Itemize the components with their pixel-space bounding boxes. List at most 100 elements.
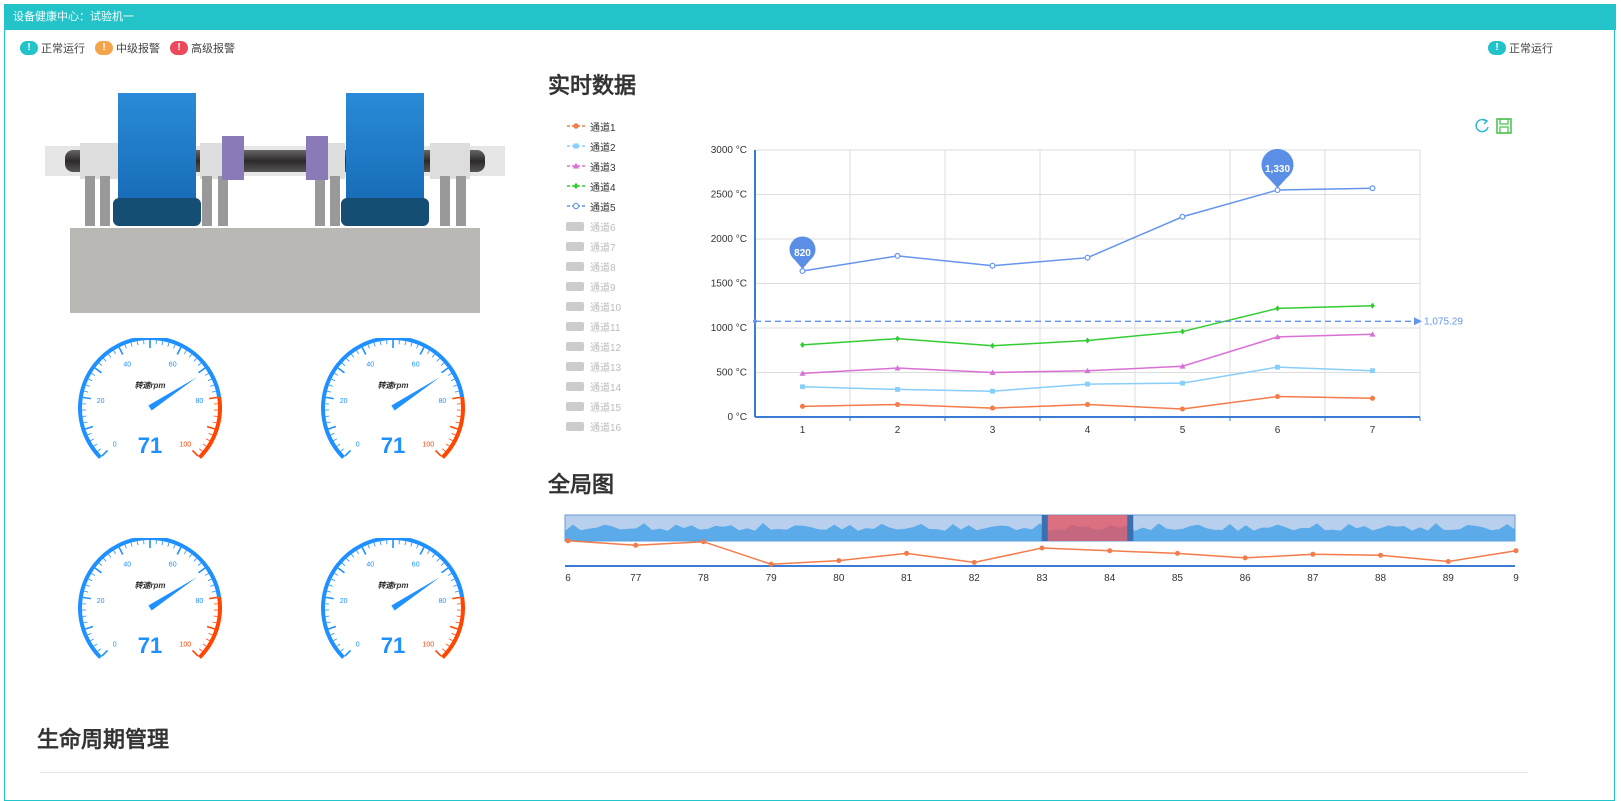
legend-item-disabled[interactable]: 通道15 [566, 396, 621, 416]
legend-item[interactable]: 通道2 [566, 136, 621, 156]
gauge-tick [451, 433, 456, 436]
gauge-value: 71 [381, 633, 405, 658]
legend-item-disabled[interactable]: 通道16 [566, 416, 621, 436]
gauge-tick [84, 390, 89, 393]
gauge-tick-label: 0 [113, 641, 117, 648]
overview-data-point [1310, 551, 1316, 557]
gauge-tick [330, 633, 335, 636]
gauge-tick [328, 625, 337, 630]
gauge-tick [212, 621, 217, 624]
gauge-tick [346, 358, 350, 362]
gauge-tick [85, 425, 94, 430]
y-tick-label: 0 °C [727, 412, 747, 423]
gauge-tick [94, 367, 102, 374]
overview-x-tick-label: 85 [1172, 573, 1184, 584]
x-tick-label: 4 [1085, 425, 1091, 436]
legend-item[interactable]: 通道1 [566, 116, 621, 136]
refresh-icon[interactable] [1475, 118, 1489, 133]
speed-gauge-3: 0 20 40 60 80 100 转速rpm 71 [78, 538, 222, 659]
legend-item-disabled[interactable]: 通道14 [566, 376, 621, 396]
gauge-tick-label: 20 [340, 398, 348, 405]
legend-item-disabled[interactable]: 通道9 [566, 276, 621, 296]
save-icon[interactable] [1496, 118, 1512, 134]
legend-item-disabled[interactable]: 通道12 [566, 336, 621, 356]
overview-data-point [565, 538, 571, 544]
gauge-tick [361, 547, 367, 555]
gauge-tick [91, 573, 96, 576]
legend-label: 通道14 [590, 382, 622, 394]
gauge-tick [447, 373, 452, 376]
gauge-tick [88, 378, 93, 382]
gauge-label: 转速rpm [377, 381, 408, 390]
legend-item[interactable]: 通道4 [566, 176, 621, 196]
gauge-tick [337, 367, 345, 374]
gauge-tick [436, 358, 440, 362]
overview-x-tick-label: 78 [698, 573, 710, 584]
overview-x-tick-label: 89 [1443, 573, 1455, 584]
gauge-tick [97, 448, 101, 452]
gauge-tick-label: 40 [366, 361, 374, 368]
gauge-tick-label: 0 [356, 441, 360, 448]
gauge-tick [328, 384, 333, 387]
data-point [1180, 380, 1185, 386]
gauge-tick [118, 547, 124, 555]
gauge-tick [183, 550, 187, 555]
legend-item-disabled[interactable]: 通道8 [566, 256, 621, 276]
data-point [1275, 305, 1280, 312]
gauge-tick [97, 648, 101, 652]
legend-symbol [567, 143, 585, 149]
data-point [1085, 337, 1090, 344]
data-point [1369, 331, 1376, 337]
legend-item-disabled[interactable]: 通道7 [566, 236, 621, 256]
data-point [1179, 406, 1186, 412]
gauge-tick [204, 573, 209, 576]
gauge-tick-label: 60 [169, 361, 177, 368]
gauge-arc-danger [441, 596, 465, 659]
gauge-tick [450, 378, 455, 382]
gauge-tick-label: 100 [180, 441, 192, 448]
legend-item[interactable]: 通道3 [566, 156, 621, 176]
gauge-tick [434, 649, 442, 657]
gauge-tick [336, 643, 341, 647]
gauge-tick [83, 421, 88, 424]
speed-gauge-4: 0 20 40 60 80 100 转速rpm 71 [321, 538, 465, 659]
gauge-tick [333, 438, 338, 442]
legend-item-disabled[interactable]: 通道6 [566, 216, 621, 236]
gauge-tick [351, 554, 355, 558]
gauge-tick [442, 448, 446, 452]
legend-item[interactable]: 通道5 [566, 196, 621, 216]
exclamation-icon: ! [20, 41, 38, 55]
gauge-tick [101, 449, 109, 457]
gauge-tick [191, 449, 199, 457]
gauge-tick [202, 643, 207, 647]
gauge-tick [82, 415, 87, 417]
gauge-tick [191, 649, 199, 657]
gauge-tick [416, 544, 419, 549]
gauge-tick [90, 638, 95, 642]
gauge-needle [391, 577, 440, 611]
gauge-arc-normal [321, 538, 465, 659]
gauge-tick [85, 384, 90, 387]
gauge-tick [113, 550, 117, 555]
gauge-tick [379, 341, 382, 346]
data-point [1274, 187, 1281, 194]
overview-data-point [1242, 555, 1248, 561]
legend-item-disabled[interactable]: 通道11 [566, 316, 621, 336]
gauge-value: 71 [138, 633, 162, 658]
gauge-tick [456, 415, 461, 417]
legend-item-disabled[interactable]: 通道13 [566, 356, 621, 376]
gauge-tick [340, 448, 344, 452]
gauge-tick [356, 350, 360, 355]
pin-shape [789, 236, 816, 270]
legend-label: 通道6 [590, 222, 616, 234]
gauge-tick [98, 362, 103, 366]
gauge-tick [94, 567, 102, 574]
gauge-tick [209, 596, 218, 600]
gauge-tick [193, 558, 197, 562]
gauge-tick [88, 578, 93, 582]
gauge-tick [188, 354, 192, 358]
gauge-label: 转速rpm [134, 581, 165, 590]
status-medium-alarm: ! 中级报警 [95, 40, 160, 56]
legend-item-disabled[interactable]: 通道10 [566, 296, 621, 316]
legend-label: 通道5 [590, 202, 616, 214]
